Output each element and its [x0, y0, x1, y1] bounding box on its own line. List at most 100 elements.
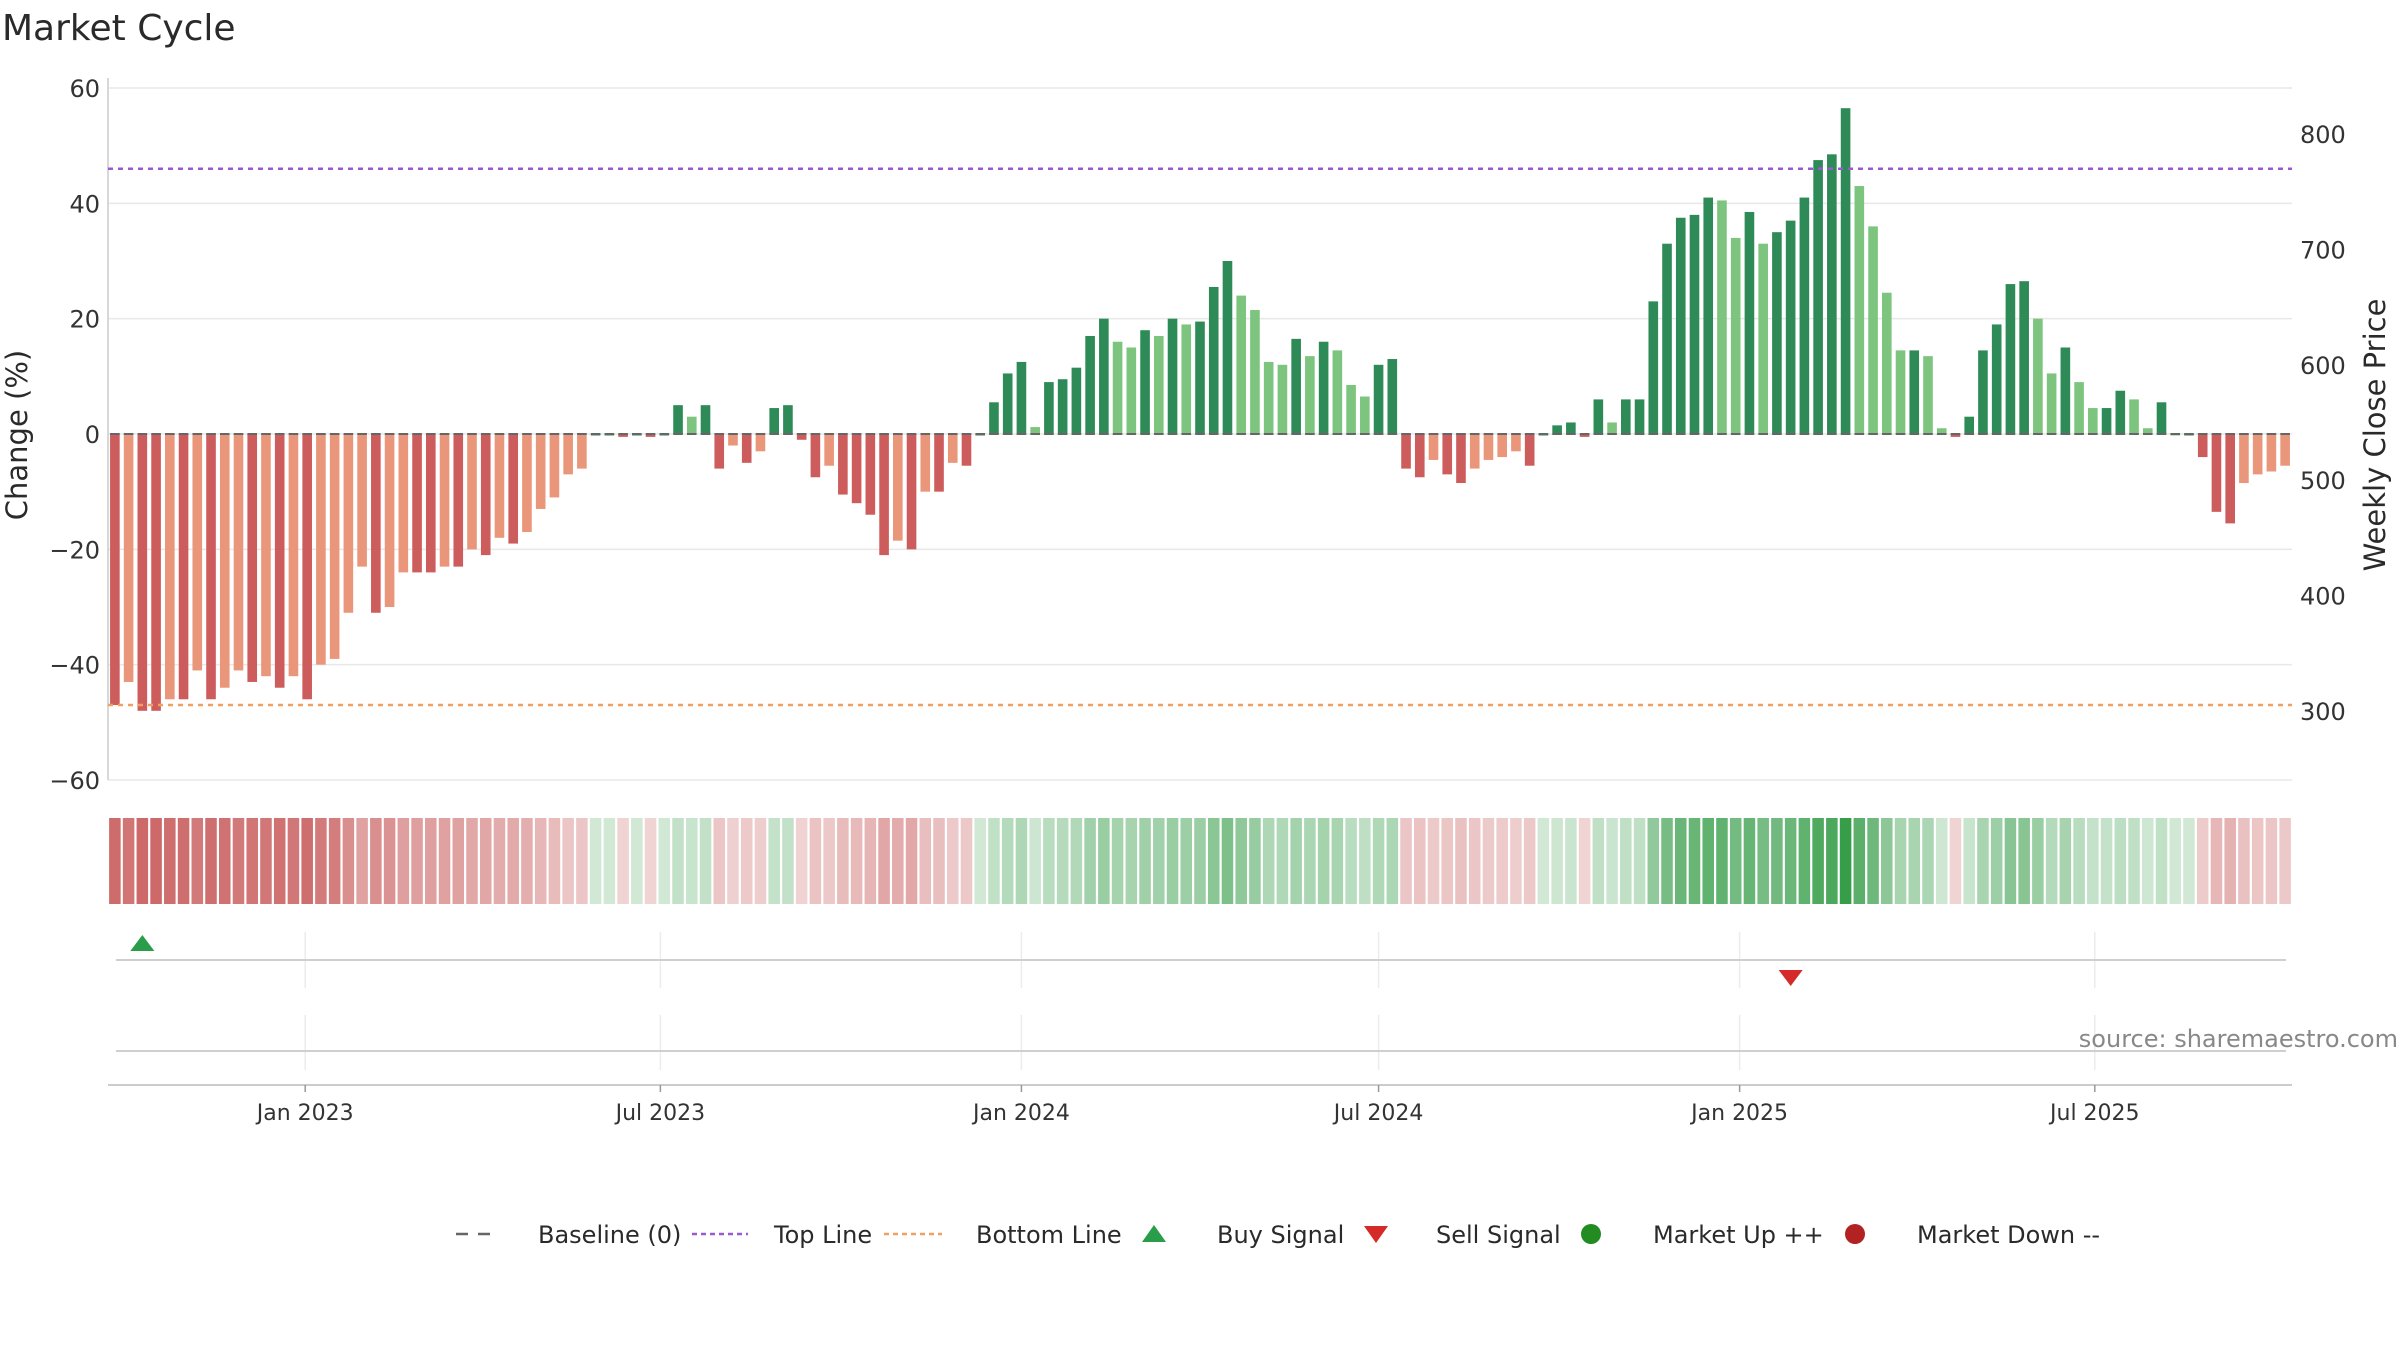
change-bar — [645, 434, 656, 437]
change-bar — [1675, 217, 1686, 434]
heat-cell — [1716, 818, 1728, 904]
change-bar — [961, 434, 972, 466]
heat-cell — [1455, 818, 1467, 904]
heat-cell — [2224, 818, 2236, 904]
change-bar — [714, 434, 725, 469]
heat-cell — [452, 818, 465, 904]
heat-cell — [246, 818, 258, 904]
change-bar — [2046, 373, 2057, 434]
x-axis: Jan 2023 Jul 2023 Jan 2024 Jul 2024 Jan 2025… — [108, 1084, 2292, 1126]
change-bar — [1827, 154, 1837, 435]
heat-cell — [1427, 818, 1440, 904]
heat-cell — [150, 818, 162, 904]
change-bar — [2129, 399, 2139, 434]
change-bar — [2088, 408, 2098, 434]
legend-label: Baseline (0) — [538, 1221, 681, 1249]
heat-cell — [1496, 818, 1508, 904]
change-bar — [1112, 341, 1123, 434]
heat-cell — [1674, 818, 1687, 904]
change-bar — [1524, 434, 1535, 466]
change-bar — [1153, 335, 1164, 434]
change-bar — [1936, 428, 1947, 434]
heat-cell — [576, 818, 588, 904]
heat-cell — [479, 818, 492, 904]
change-bar — [357, 434, 367, 567]
change-bar — [673, 405, 683, 434]
reference-lines — [108, 167, 2292, 707]
heat-cell — [1592, 818, 1605, 904]
heat-cell — [315, 818, 327, 904]
y-tick-label: 20 — [69, 306, 100, 334]
legend-label: Sell Signal — [1436, 1221, 1561, 1249]
change-bar — [865, 434, 876, 515]
heat-cell — [1949, 818, 1962, 904]
change-bar — [1703, 197, 1714, 434]
legend-label: Market Up ++ — [1653, 1221, 1824, 1249]
heat-cell — [2087, 818, 2099, 904]
heat-cell — [1661, 818, 1673, 904]
heat-cell — [1620, 818, 1632, 904]
heat-cell — [1688, 818, 1701, 904]
heat-cell — [768, 818, 780, 904]
change-bar — [1923, 356, 1933, 434]
change-bar — [1772, 232, 1782, 434]
heat-cell — [2196, 818, 2209, 904]
heat-cell — [1400, 818, 1412, 904]
change-bar — [343, 434, 354, 613]
change-bar — [893, 434, 903, 541]
change-bar — [686, 416, 697, 434]
heat-cell — [1482, 818, 1495, 904]
change-bar — [1195, 321, 1205, 434]
heat-cell — [2032, 818, 2044, 904]
heat-cell — [205, 818, 217, 904]
heat-cell — [589, 818, 602, 904]
change-bar — [1332, 350, 1343, 434]
change-bar — [1318, 341, 1329, 434]
change-bar — [480, 434, 491, 556]
heat-cell — [1853, 818, 1866, 904]
change-bar — [1057, 379, 1068, 434]
heat-cell — [795, 818, 808, 904]
heat-cell — [1372, 818, 1385, 904]
x-tick-label: Jan 2025 — [1689, 1101, 1788, 1126]
heat-cell — [823, 818, 835, 904]
change-bar — [810, 434, 821, 478]
heat-cell — [260, 818, 272, 904]
change-bar — [1579, 434, 1590, 437]
y-axis-title: Change (%) — [0, 350, 34, 520]
change-bar — [1360, 396, 1370, 434]
heat-cell — [1070, 818, 1083, 904]
heat-cell — [1647, 818, 1660, 904]
heat-cell — [2004, 818, 2017, 904]
y-tick-label: −60 — [49, 767, 100, 795]
legend: Baseline (0) Top Line Bottom Line Buy Signa… — [456, 1221, 2100, 1249]
heat-cell — [864, 818, 877, 904]
heat-cell — [1056, 818, 1069, 904]
change-bar — [439, 434, 450, 567]
change-bar — [316, 434, 326, 665]
heat-cell — [438, 818, 451, 904]
change-bar — [219, 434, 230, 688]
change-bar — [384, 434, 395, 607]
y2-axis-title: Weekly Close Price — [2358, 299, 2392, 572]
change-bar — [1222, 261, 1233, 434]
heat-cell — [658, 818, 671, 904]
heat-cell — [1084, 818, 1096, 904]
heat-cell — [356, 818, 368, 904]
change-bar — [1717, 200, 1727, 434]
heat-cell — [1729, 818, 1742, 904]
change-bar — [233, 434, 244, 671]
heat-cell — [2183, 818, 2195, 904]
heat-cell — [1743, 818, 1756, 904]
heat-cell — [933, 818, 945, 904]
heat-cell — [1881, 818, 1893, 904]
change-bar — [1456, 434, 1466, 484]
heat-cell — [109, 818, 121, 904]
heat-cell — [1784, 818, 1797, 904]
change-bar — [425, 434, 436, 573]
heat-cell — [562, 818, 574, 904]
change-bar — [2115, 390, 2126, 434]
heat-cell — [287, 818, 300, 904]
heat-cell — [946, 818, 959, 904]
heat-cell — [1922, 818, 1934, 904]
